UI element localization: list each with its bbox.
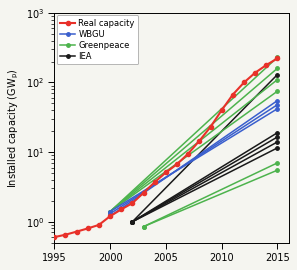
Legend: Real capacity, WBGU, Greenpeace, IEA: Real capacity, WBGU, Greenpeace, IEA — [57, 15, 138, 64]
Y-axis label: Installed capacity (GW$_\mathrm{p}$): Installed capacity (GW$_\mathrm{p}$) — [7, 68, 21, 188]
